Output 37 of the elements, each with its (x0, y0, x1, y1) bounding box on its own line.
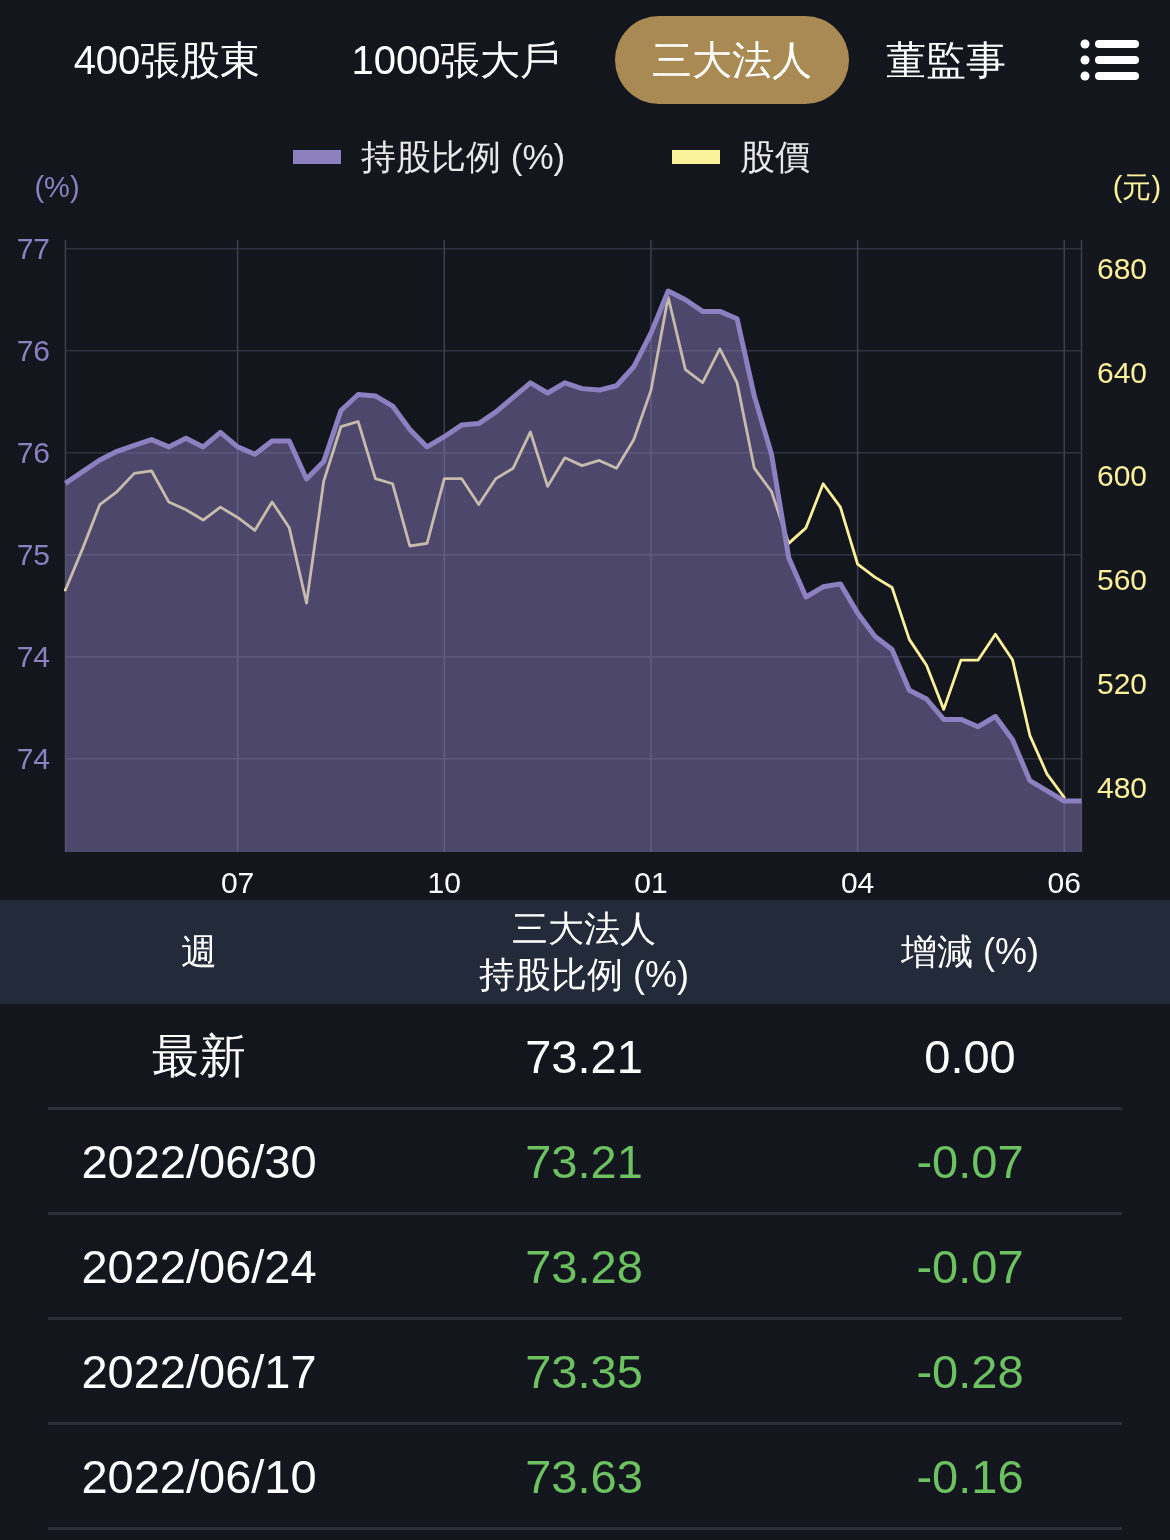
legend-label: 持股比例 (%) (361, 135, 566, 178)
data-label: 0.00 (924, 1029, 1016, 1084)
legend-label: 股價 (740, 135, 811, 178)
category-label: 2022/06/10 (81, 1449, 317, 1504)
data-label: -0.07 (916, 1239, 1024, 1294)
y-axis-title: (%) (34, 171, 80, 203)
y2-tick-label: 680 (1097, 252, 1148, 286)
data-label: -0.28 (916, 1344, 1024, 1399)
x-tick-label: 07 (220, 865, 255, 899)
x-tick-label: 10 (427, 865, 461, 899)
y-tick-label: 74 (16, 742, 50, 776)
text: 400張股東 (73, 36, 261, 84)
x-tick-label: 01 (634, 865, 668, 899)
y2-tick-label: 560 (1097, 563, 1148, 597)
category-label: 2022/06/24 (81, 1239, 317, 1294)
category-label: 2022/06/17 (81, 1344, 317, 1399)
y2-tick-label: 600 (1097, 459, 1148, 493)
y2-tick-label: 520 (1097, 666, 1148, 700)
text: 三大法人 (652, 36, 812, 84)
data-label: -0.07 (916, 1134, 1024, 1189)
y-tick-label: 76 (16, 436, 50, 470)
y2-axis-title: (元) (1112, 171, 1162, 203)
category-label: 最新 (152, 1028, 246, 1084)
y-tick-label: 77 (16, 232, 50, 266)
text: 1000張大戶 (351, 36, 561, 84)
y-tick-label: 74 (16, 640, 50, 674)
text: 週 (181, 930, 217, 974)
y2-tick-label: 480 (1097, 770, 1148, 804)
y-tick-label: 75 (16, 538, 50, 572)
category-label: 2022/06/30 (81, 1134, 317, 1189)
x-tick-label: 04 (840, 865, 875, 899)
y-tick-label: 76 (16, 334, 50, 368)
data-label: -0.16 (916, 1449, 1024, 1504)
x-tick-label: 06 (1047, 865, 1081, 899)
text: 董監事 (886, 36, 1006, 84)
text: 增減 (%) (901, 930, 1039, 974)
y2-tick-label: 640 (1097, 355, 1148, 389)
